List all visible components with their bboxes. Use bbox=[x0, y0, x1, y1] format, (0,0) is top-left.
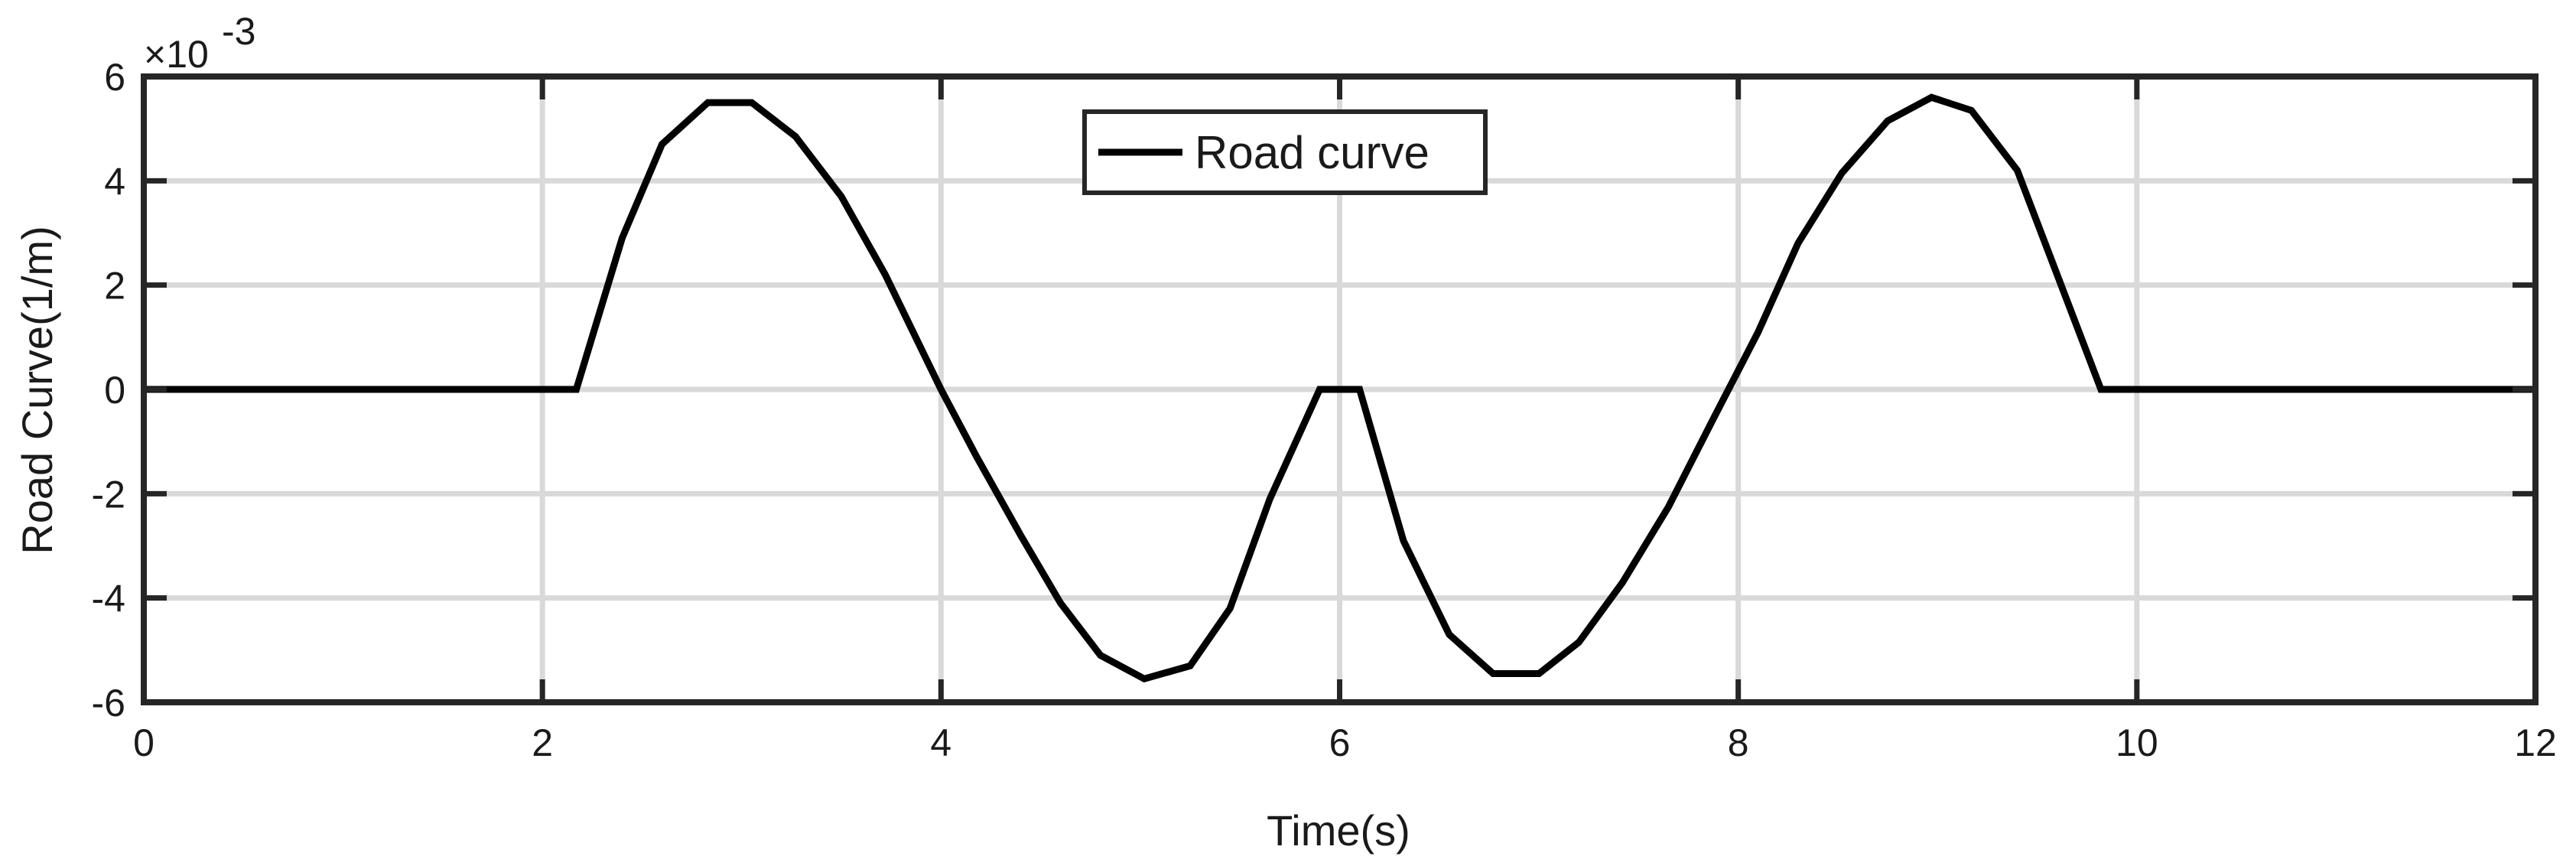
y-axis-label: Road Curve(1/m) bbox=[13, 226, 61, 554]
x-tick-label: 10 bbox=[2116, 721, 2158, 764]
x-tick-label: 0 bbox=[133, 721, 154, 764]
y-tick-label: 4 bbox=[104, 160, 125, 203]
series-line-road-curve bbox=[144, 93, 2535, 683]
tick-labels: 0 2 4 6 8 10 12 -6 -4 -2 0 2 4 6 bbox=[92, 56, 2557, 764]
y-tick-label: 6 bbox=[104, 56, 125, 99]
x-axis-label: Time(s) bbox=[1267, 806, 1410, 855]
tick-marks bbox=[141, 73, 2539, 705]
x-tick-label: 8 bbox=[1728, 721, 1749, 764]
x-tick-label: 12 bbox=[2514, 721, 2557, 764]
x-tick-label: 4 bbox=[930, 721, 951, 764]
y-tick-label: -6 bbox=[92, 682, 125, 724]
y-tick-label: -4 bbox=[92, 578, 125, 620]
y-tick-label: 0 bbox=[104, 369, 125, 412]
y-tick-label: 2 bbox=[104, 265, 125, 308]
series-layer bbox=[144, 93, 2535, 683]
legend-label: Road curve bbox=[1195, 127, 1429, 178]
x-tick-label: 6 bbox=[1329, 721, 1351, 764]
y-multiplier: ×10 -3 bbox=[144, 10, 255, 76]
legend: Road curve bbox=[1082, 109, 1488, 195]
y-multiplier-exponent: -3 bbox=[222, 10, 255, 53]
x-tick-label: 2 bbox=[532, 721, 553, 764]
y-multiplier-base: ×10 bbox=[144, 33, 209, 76]
y-tick-label: -2 bbox=[92, 473, 125, 516]
